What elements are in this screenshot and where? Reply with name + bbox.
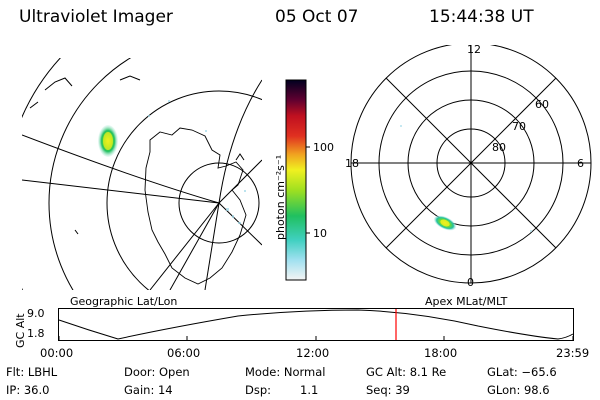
lat-label-70: 70 xyxy=(512,120,526,133)
mlt-label-0: 0 xyxy=(467,276,474,289)
apex-caption: Apex MLat/MLT xyxy=(425,295,508,308)
orbit-timeline xyxy=(58,308,574,341)
timeline-xtick-1200: 12:00 xyxy=(296,346,330,360)
geographic-map xyxy=(22,58,262,290)
info-seq: Seq: 39 xyxy=(366,383,410,397)
colorbar-tick-10: 10 xyxy=(313,227,327,240)
info-gain: Gain: 14 xyxy=(124,383,173,397)
info-dsp: Dsp: xyxy=(245,383,272,397)
timeline-axis-label: GC Alt xyxy=(14,313,27,348)
instrument-title: Ultraviolet Imager xyxy=(19,7,173,27)
timeline-xtick-0600: 06:00 xyxy=(167,346,201,360)
info-gc-alt: GC Alt: 8.1 Re xyxy=(366,365,447,379)
timeline-ytick-bottom: 1.8 xyxy=(27,327,45,340)
timeline-ytick-top: 9.0 xyxy=(27,307,45,320)
mlt-label-12: 12 xyxy=(467,43,481,56)
info-door: Door: Open xyxy=(124,365,190,379)
info-dsp-value: 1.1 xyxy=(300,383,319,397)
date-label: 05 Oct 07 xyxy=(275,7,359,27)
lat-label-80: 80 xyxy=(492,141,506,154)
polar-mlt-plot xyxy=(350,45,592,284)
timeline-xtick-0000: 00:00 xyxy=(40,346,74,360)
info-glon: GLon: 98.6 xyxy=(487,383,550,397)
info-mode: Mode: Normal xyxy=(245,365,326,379)
time-label: 15:44:38 UT xyxy=(429,7,534,27)
info-filter: Flt: LBHL xyxy=(6,365,58,379)
lat-label-60: 60 xyxy=(535,98,549,111)
colorbar xyxy=(285,79,310,281)
mlt-label-18: 18 xyxy=(345,157,359,170)
timeline-xtick-1800: 18:00 xyxy=(424,346,458,360)
colorbar-tick-100: 100 xyxy=(313,141,334,154)
colorbar-unit-label: photon cm⁻²s⁻¹ xyxy=(274,154,287,240)
info-glat: GLat: −65.6 xyxy=(487,365,557,379)
info-ip: IP: 36.0 xyxy=(6,383,50,397)
geographic-caption: Geographic Lat/Lon xyxy=(70,295,178,308)
timeline-xtick-2359: 23:59 xyxy=(556,346,590,360)
mlt-label-6: 6 xyxy=(577,157,584,170)
